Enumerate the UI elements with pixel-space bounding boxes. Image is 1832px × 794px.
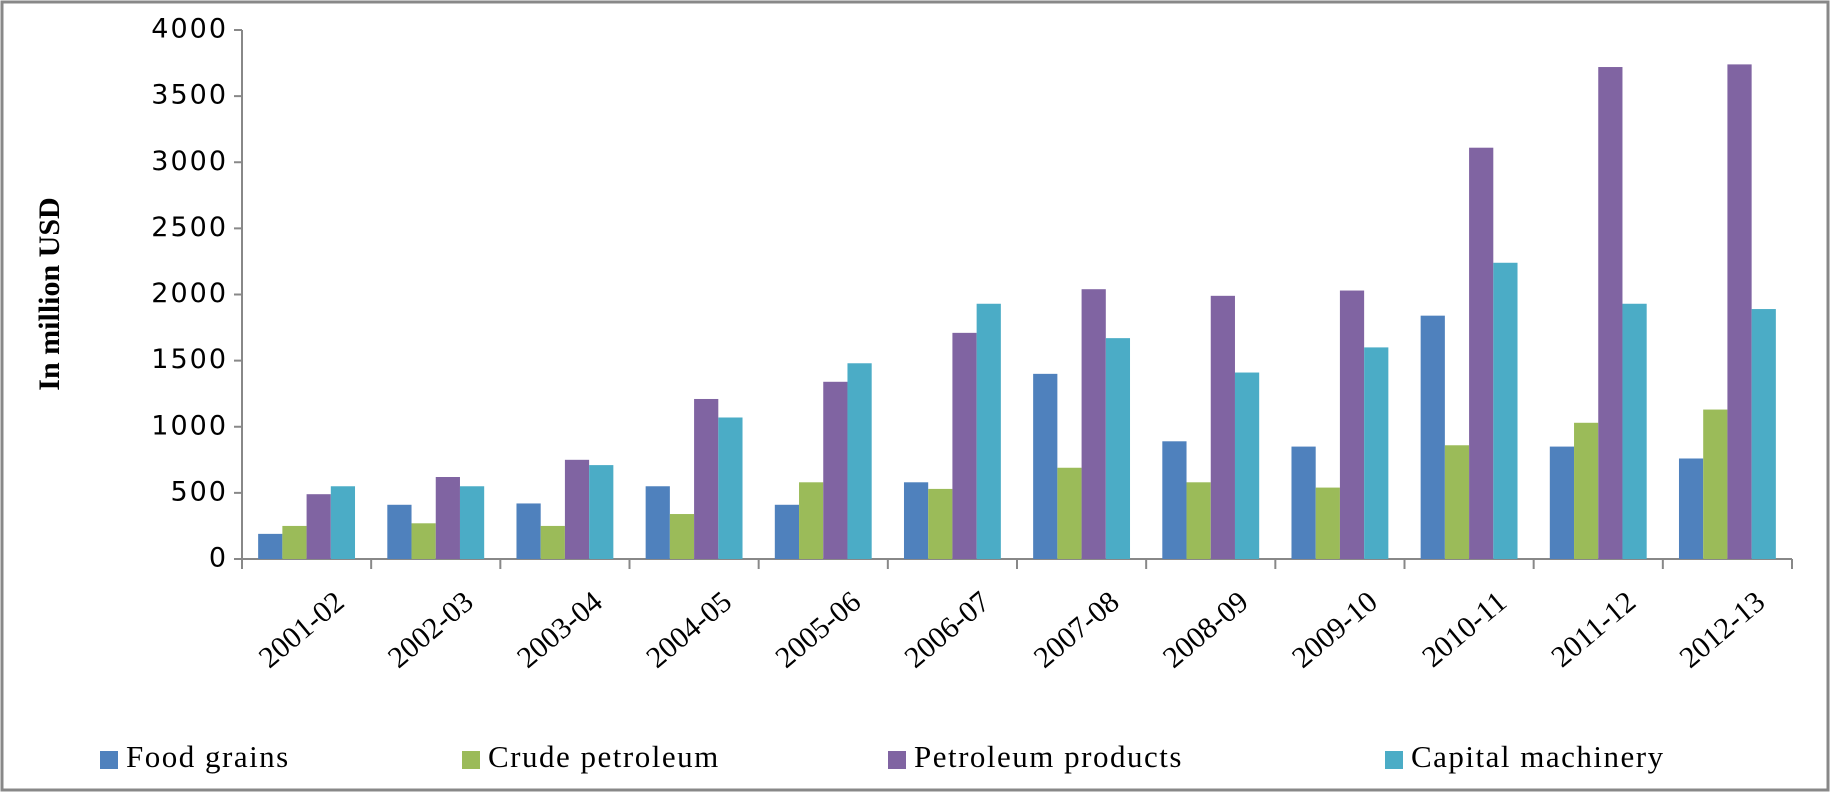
bar <box>718 417 743 559</box>
bar <box>1210 295 1235 559</box>
bar <box>1186 482 1211 559</box>
bar <box>1444 445 1470 559</box>
bar <box>669 514 695 559</box>
y-tick-label: 2500 <box>151 212 228 243</box>
bar <box>1598 67 1623 559</box>
bar <box>1162 441 1187 559</box>
bar <box>847 363 872 559</box>
bar <box>330 486 356 559</box>
bar <box>1057 467 1082 559</box>
bar <box>1033 373 1058 559</box>
bar <box>1622 303 1647 559</box>
legend-swatch <box>100 751 118 769</box>
bar <box>306 494 331 559</box>
bar <box>694 398 719 559</box>
y-axis-title: In million USD <box>33 197 66 390</box>
legend-label: Crude petroleum <box>488 739 720 774</box>
bar <box>435 477 460 559</box>
bar <box>1234 372 1260 559</box>
bar <box>459 486 485 559</box>
bar <box>976 303 1001 559</box>
bar <box>589 465 614 559</box>
bar <box>799 482 824 559</box>
y-tick-label: 4000 <box>151 14 228 45</box>
legend-label: Petroleum products <box>914 739 1183 774</box>
y-tick-label: 500 <box>170 476 228 507</box>
bar <box>1291 446 1316 559</box>
legend-label: Food grains <box>126 739 290 774</box>
bar <box>1420 315 1445 559</box>
bar <box>1081 289 1106 559</box>
bar <box>1574 422 1599 559</box>
bar <box>564 459 590 559</box>
bar <box>928 488 953 559</box>
legend-label: Capital machinery <box>1411 739 1665 774</box>
bar <box>1364 347 1389 559</box>
legend-swatch <box>1385 751 1403 769</box>
bar <box>1105 338 1131 559</box>
bar <box>1703 409 1728 559</box>
bar <box>774 504 800 559</box>
bar <box>1339 290 1365 559</box>
y-tick-label: 3000 <box>151 146 228 177</box>
bar <box>282 525 307 559</box>
y-tick-label: 2000 <box>151 278 228 309</box>
bar <box>516 503 541 559</box>
bar <box>1727 64 1752 559</box>
legend-swatch <box>462 751 480 769</box>
bar <box>1751 309 1776 559</box>
y-tick-label: 1500 <box>151 344 228 375</box>
bar <box>823 381 848 559</box>
bar <box>1549 446 1575 559</box>
legend-swatch <box>888 751 906 769</box>
y-tick-label: 3500 <box>151 80 228 111</box>
bar <box>258 533 283 559</box>
y-tick-label: 1000 <box>151 410 228 441</box>
bar <box>540 525 565 559</box>
bar <box>645 486 670 559</box>
bar <box>411 523 436 559</box>
y-tick-label: 0 <box>209 543 228 574</box>
bar <box>1315 487 1340 559</box>
bar <box>1493 262 1518 559</box>
bar <box>1469 147 1494 559</box>
bar <box>387 504 412 559</box>
bar <box>1678 458 1704 559</box>
bar <box>952 332 977 559</box>
bar <box>903 482 929 559</box>
